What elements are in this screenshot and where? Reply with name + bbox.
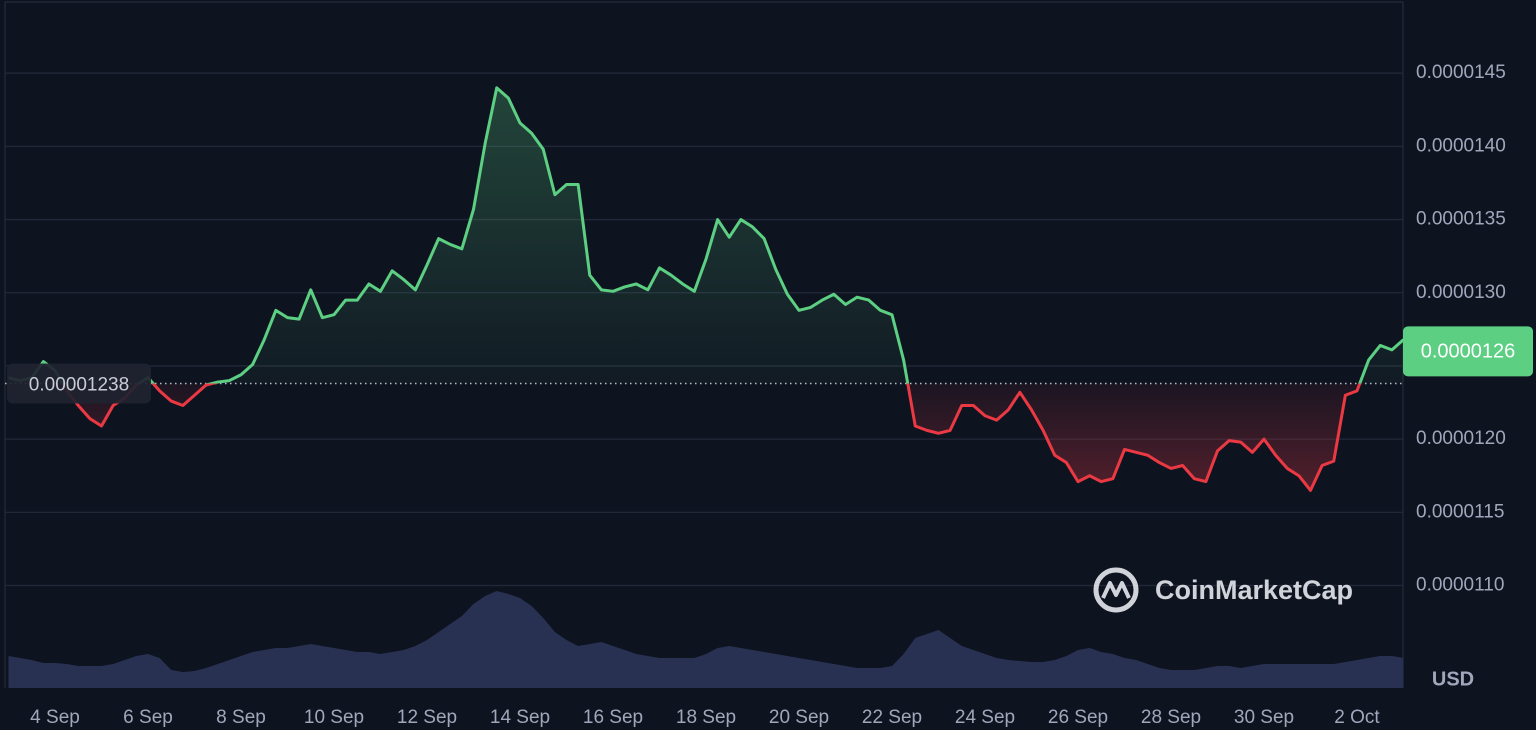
- x-tick-label: 18 Sep: [676, 707, 736, 728]
- y-tick-label: 0.0000115: [1416, 501, 1504, 522]
- price-area: [8, 87, 1404, 491]
- watermark-logo-wave: [1101, 581, 1131, 599]
- y-tick-label: 0.0000140: [1416, 135, 1506, 156]
- x-tick-label: 8 Sep: [216, 707, 266, 728]
- x-tick-label: 12 Sep: [397, 707, 457, 728]
- plot: 0.00001100.00001150.00001200.00001250.00…: [5, 62, 1533, 728]
- watermark-text: CoinMarketCap: [1155, 575, 1353, 605]
- y-tick-label: 0.0000145: [1416, 62, 1506, 83]
- volume-area: [8, 591, 1404, 688]
- x-tick-label: 4 Sep: [30, 707, 80, 728]
- x-tick-label: 16 Sep: [583, 707, 643, 728]
- x-tick-label: 10 Sep: [304, 707, 364, 728]
- watermark-logo: [1093, 567, 1139, 613]
- last-price-box: [1403, 326, 1533, 377]
- x-tick-label: 28 Sep: [1141, 707, 1201, 728]
- y-tick-label: 0.0000110: [1416, 575, 1504, 596]
- baseline-label-box: [7, 363, 151, 404]
- x-tick-label: 22 Sep: [862, 707, 922, 728]
- price-line: [8, 86, 1405, 492]
- x-tick-label: 2 Oct: [1334, 707, 1380, 728]
- x-tick-label: 24 Sep: [955, 707, 1015, 728]
- currency-label: USD: [1432, 668, 1474, 690]
- x-tick-label: 26 Sep: [1048, 707, 1108, 728]
- y-tick-label: 0.0000120: [1416, 428, 1506, 449]
- x-tick-label: 20 Sep: [769, 707, 829, 728]
- last-price-label: 0.0000126: [1421, 341, 1516, 363]
- baseline-label: 0.00001238: [29, 375, 129, 396]
- y-tick-label: 0.0000135: [1416, 209, 1506, 230]
- x-tick-label: 6 Sep: [123, 707, 173, 728]
- y-tick-label: 0.0000130: [1416, 282, 1506, 303]
- x-tick-label: 30 Sep: [1234, 707, 1294, 728]
- x-tick-label: 14 Sep: [490, 707, 550, 728]
- watermark: CoinMarketCap: [1093, 567, 1353, 613]
